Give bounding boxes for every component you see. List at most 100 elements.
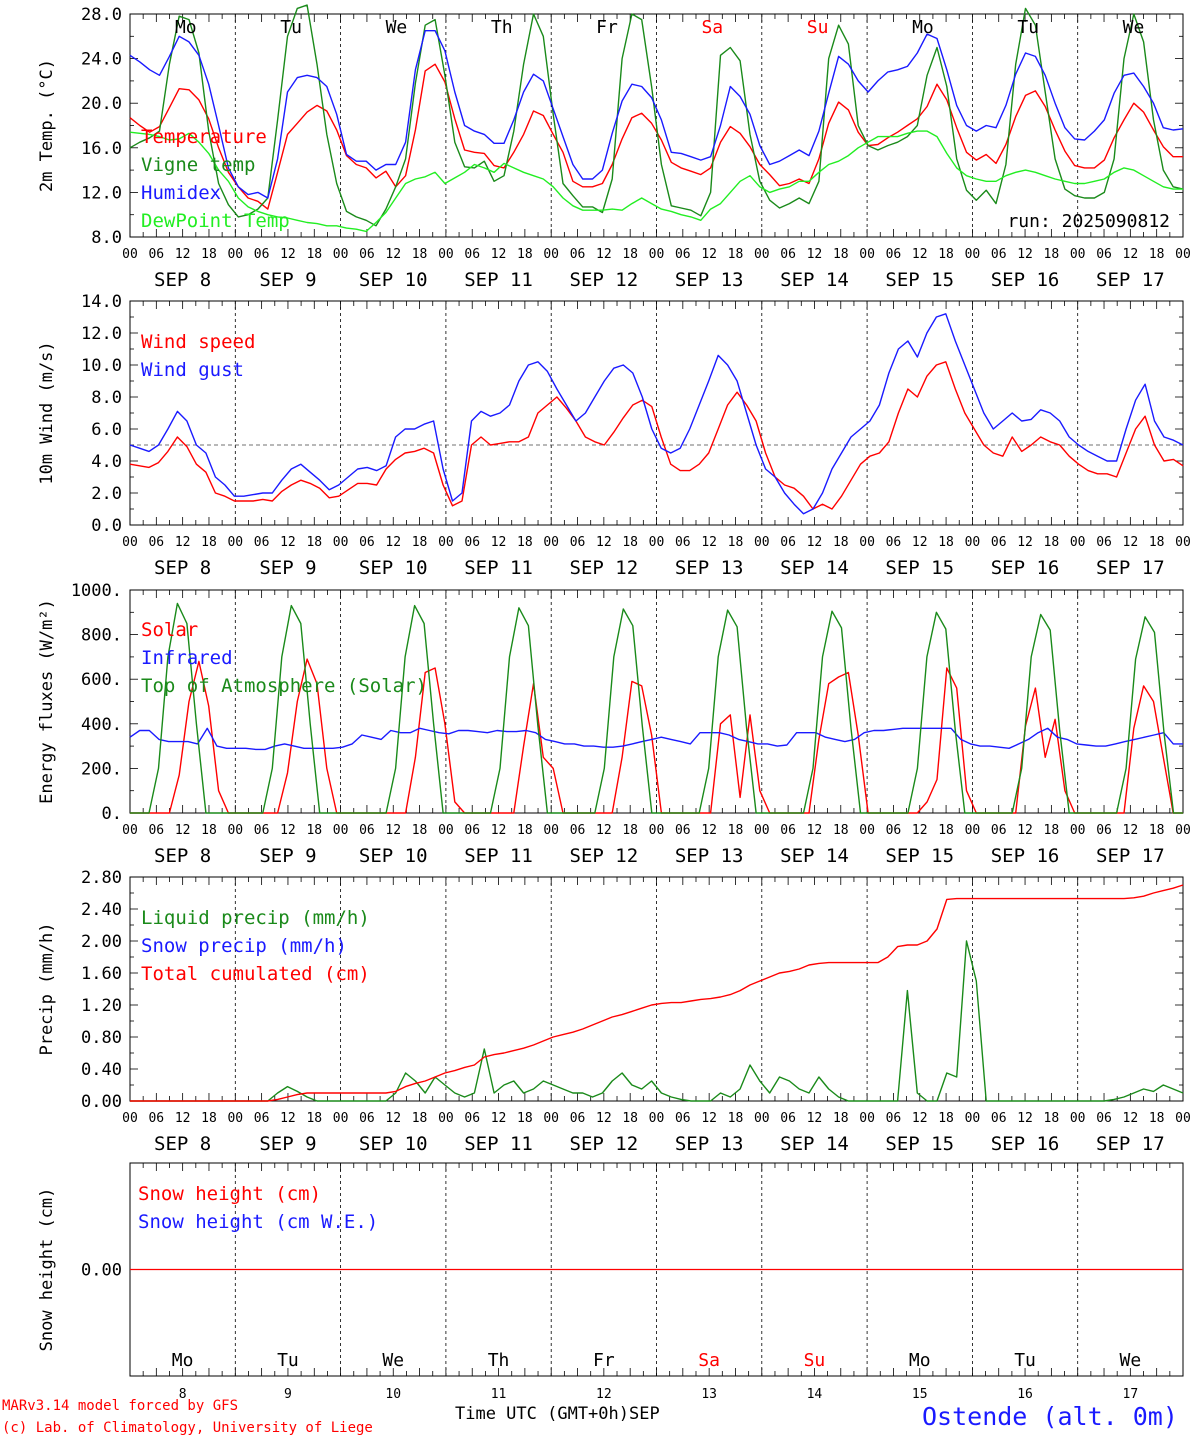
panel-2 <box>129 300 1184 526</box>
day-name-label: Su <box>804 1350 826 1371</box>
x-hour-label: 18 <box>412 823 428 838</box>
y-axis-label: 10m Wind (m/s) <box>37 341 57 484</box>
x-hour-label: 00 <box>122 535 138 550</box>
x-hour-label: 06 <box>464 535 480 550</box>
panel-5 <box>129 1162 1184 1377</box>
x-hour-label: 12 <box>280 247 296 262</box>
x-hour-label: 06 <box>675 823 691 838</box>
y-tick-label: 0.00 <box>81 1092 122 1112</box>
x-date-label: SEP 8 <box>154 1133 211 1155</box>
legend-entry: Temperature <box>141 126 267 148</box>
x-hour-label: 18 <box>938 1111 954 1126</box>
x-hour-label: 12 <box>912 535 928 550</box>
x-hour-label: 06 <box>675 247 691 262</box>
x-hour-label: 00 <box>543 247 559 262</box>
x-hour-label: 12 <box>596 1111 612 1126</box>
x-hour-label: 18 <box>201 247 217 262</box>
x-hour-label: 12 <box>596 247 612 262</box>
x-hour-label: 00 <box>754 535 770 550</box>
x-hour-label: 18 <box>938 823 954 838</box>
x-hour-label: 00 <box>333 535 349 550</box>
x-hour-label: 00 <box>1070 247 1086 262</box>
x-date-label: SEP 11 <box>464 845 533 867</box>
x-hour-label: 18 <box>938 247 954 262</box>
x-hour-label: 18 <box>622 247 638 262</box>
legend-entry: Wind speed <box>141 331 255 353</box>
y-tick-label: 0.80 <box>81 1028 122 1048</box>
legend-entry: Wind gust <box>141 359 244 381</box>
day-name-label: Sa <box>701 17 723 38</box>
x-hour-label: 12 <box>701 247 717 262</box>
x-hour-label: 18 <box>201 535 217 550</box>
x-hour-label: 06 <box>886 535 902 550</box>
day-name-label: We <box>386 17 408 38</box>
x-date-label: SEP 17 <box>1096 1133 1165 1155</box>
series-line-vigne-temp <box>129 4 1184 227</box>
x-hour-label: 00 <box>438 823 454 838</box>
y-tick-label: 24.0 <box>81 50 122 70</box>
x-hour-label: 18 <box>622 823 638 838</box>
x-date-label: SEP 9 <box>259 269 316 291</box>
x-hour-label: 06 <box>570 247 586 262</box>
day-name-label: Mo <box>175 17 197 38</box>
x-date-label: SEP 16 <box>991 1133 1060 1155</box>
x-date-label: SEP 17 <box>1096 269 1165 291</box>
legend-entry: Snow height (cm W.E.) <box>138 1211 378 1233</box>
x-date-label: SEP 16 <box>991 269 1060 291</box>
x-hour-label: 00 <box>1175 823 1191 838</box>
x-hour-label: 12 <box>596 823 612 838</box>
x-axis-month: SEP <box>629 1404 660 1424</box>
x-axis-title-text: Time UTC (GMT+0h) <box>455 1404 629 1424</box>
x-hour-label: 18 <box>1149 1111 1165 1126</box>
x-hour-label: 00 <box>649 247 665 262</box>
x-hour-label: 00 <box>1175 1111 1191 1126</box>
y-tick-label: 800. <box>81 626 122 646</box>
x-hour-label: 12 <box>175 247 191 262</box>
x-hour-label: 06 <box>148 535 164 550</box>
x-hour-label: 12 <box>175 535 191 550</box>
x-hour-label: 12 <box>491 1111 507 1126</box>
x-date-label: 16 <box>1017 1387 1033 1402</box>
x-hour-label: 00 <box>649 535 665 550</box>
x-hour-label: 00 <box>1175 535 1191 550</box>
x-hour-label: 18 <box>412 247 428 262</box>
credit-model: MARv3.14 model forced by GFS <box>2 1398 239 1414</box>
x-hour-label: 00 <box>227 1111 243 1126</box>
series-line-wind-gust <box>129 313 1184 515</box>
x-hour-label: 18 <box>833 535 849 550</box>
x-hour-label: 00 <box>122 823 138 838</box>
y-tick-label: 1.60 <box>81 964 122 984</box>
x-hour-label: 18 <box>1149 247 1165 262</box>
x-hour-label: 00 <box>438 247 454 262</box>
day-name-label: Fr <box>593 1350 615 1371</box>
x-hour-label: 18 <box>833 1111 849 1126</box>
y-tick-label: 2.80 <box>81 868 122 888</box>
x-date-label: SEP 10 <box>359 557 428 579</box>
x-date-label: SEP 16 <box>991 557 1060 579</box>
x-date-label: 10 <box>385 1387 401 1402</box>
x-hour-label: 12 <box>280 1111 296 1126</box>
x-hour-label: 06 <box>570 1111 586 1126</box>
y-tick-label: 12.0 <box>81 183 122 203</box>
x-date-label: SEP 12 <box>570 557 639 579</box>
x-hour-label: 00 <box>227 823 243 838</box>
x-hour-label: 06 <box>886 247 902 262</box>
x-hour-label: 06 <box>570 535 586 550</box>
legend-entry: DewPoint Temp <box>141 210 290 232</box>
x-hour-label: 06 <box>148 247 164 262</box>
x-hour-label: 06 <box>780 247 796 262</box>
day-name-label: We <box>1120 1350 1142 1371</box>
x-hour-label: 12 <box>491 823 507 838</box>
x-date-label: SEP 12 <box>570 1133 639 1155</box>
x-date-label: 9 <box>284 1387 292 1402</box>
x-hour-label: 00 <box>754 823 770 838</box>
legend-entry: Snow height (cm) <box>138 1183 321 1205</box>
y-tick-label: 0.40 <box>81 1060 122 1080</box>
y-tick-label: 600. <box>81 670 122 690</box>
x-hour-label: 00 <box>965 247 981 262</box>
x-hour-label: 00 <box>333 823 349 838</box>
x-hour-label: 00 <box>543 823 559 838</box>
y-axis-label: Energy fluxes (W/m²) <box>37 599 57 804</box>
x-date-label: SEP 16 <box>991 845 1060 867</box>
x-hour-label: 12 <box>385 1111 401 1126</box>
